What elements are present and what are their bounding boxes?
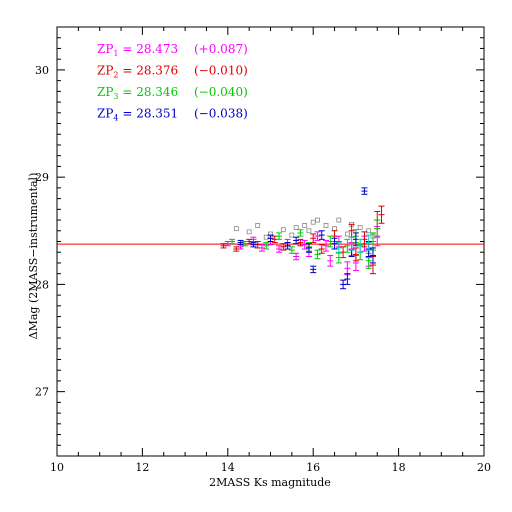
data-point-errorbar (310, 265, 317, 274)
legend-entry: ZP3 = 28.346 (97, 85, 178, 101)
legend-entry: ZP1 = 28.473 (97, 42, 178, 58)
data-point-errorbar (297, 229, 304, 237)
data-point-square (233, 226, 239, 232)
data-point-errorbar (344, 261, 351, 276)
y-axis-label: ΔMag (2MASS−instrumental) (27, 173, 40, 340)
data-point-errorbar (293, 252, 300, 261)
data-point-errorbar (241, 241, 248, 247)
x-tick-label: 14 (221, 461, 235, 474)
data-point-square (246, 229, 252, 235)
legend-delta: (+0.087) (194, 42, 248, 56)
data-point-square (357, 225, 363, 230)
data-point-errorbar (271, 235, 278, 244)
data-point-errorbar (352, 232, 359, 247)
data-point-errorbar (357, 238, 364, 253)
data-point-errorbar (297, 238, 304, 247)
legend-delta: (−0.040) (194, 85, 248, 99)
data-point-square (302, 223, 308, 228)
data-points-group (220, 187, 385, 290)
data-point-errorbar (378, 205, 385, 224)
legend: ZP1 = 28.473 (+0.087) ZP2 = 28.376 (−0.010)… (97, 42, 248, 123)
data-point-square (366, 228, 372, 234)
data-point-errorbar (327, 235, 334, 248)
data-point-errorbar (314, 231, 321, 241)
y-tick-label: 29 (35, 171, 49, 184)
data-point-errorbar (310, 233, 317, 244)
data-point-errorbar (237, 239, 244, 246)
data-point-errorbar (369, 247, 376, 264)
x-tick-label: 16 (306, 461, 320, 474)
data-point-errorbar (323, 239, 330, 252)
data-point-errorbar (305, 243, 312, 253)
data-point-square (293, 225, 299, 230)
data-point-errorbar (374, 219, 381, 238)
legend-delta: (−0.038) (194, 107, 248, 121)
data-point-errorbar (318, 244, 325, 254)
data-point-errorbar (280, 243, 287, 251)
x-tick-label: 10 (50, 461, 64, 474)
data-point-errorbar (301, 239, 308, 250)
data-point-errorbar (267, 234, 274, 242)
data-point-square (280, 227, 286, 233)
data-point-square (315, 217, 320, 223)
data-point-errorbar (220, 243, 227, 249)
legend-entry: ZP4 = 28.351 (97, 107, 178, 123)
data-point-errorbar (293, 236, 300, 245)
y-tick-label: 30 (35, 64, 49, 77)
data-point-errorbar (365, 234, 372, 251)
data-point-square (332, 226, 337, 232)
data-point-errorbar (284, 242, 291, 250)
data-point-errorbar (250, 242, 257, 248)
axis-ticks-group: 10 12 14 16 18 20 27 28 29 30 (35, 26, 491, 474)
x-axis-label: 2MASS Ks magnitude (209, 476, 331, 489)
y-tick-label: 27 (35, 386, 49, 399)
data-point-errorbar (361, 187, 368, 195)
x-tick-label: 20 (477, 461, 491, 474)
legend-delta: (−0.010) (194, 64, 248, 78)
data-point-errorbar (229, 238, 236, 245)
data-point-errorbar (233, 246, 240, 252)
data-point-errorbar (276, 245, 283, 253)
data-point-errorbar (331, 237, 338, 250)
y-tick-label: 28 (35, 278, 49, 291)
x-tick-label: 18 (392, 461, 406, 474)
data-point-errorbar (335, 251, 342, 264)
data-point-square (310, 219, 316, 225)
data-point-errorbar (352, 247, 359, 262)
data-point-square (289, 232, 295, 238)
x-tick-label: 12 (135, 461, 149, 474)
legend-entry: ZP2 = 28.376 (97, 64, 178, 80)
data-point-errorbar (318, 230, 325, 240)
data-point-errorbar (327, 254, 334, 267)
data-point-square (263, 234, 269, 240)
data-point-errorbar (276, 232, 283, 240)
data-point-errorbar (288, 246, 295, 254)
data-point-square (306, 228, 312, 234)
data-point-errorbar (348, 236, 355, 251)
data-point-errorbar (335, 242, 342, 254)
data-point-errorbar (344, 238, 351, 253)
data-point-errorbar (263, 242, 270, 250)
data-point-square (255, 223, 261, 228)
data-point-errorbar (314, 249, 321, 260)
data-point-square (336, 217, 342, 223)
data-point-errorbar (344, 273, 351, 285)
data-point-square (323, 223, 329, 228)
data-point-square (344, 231, 350, 237)
